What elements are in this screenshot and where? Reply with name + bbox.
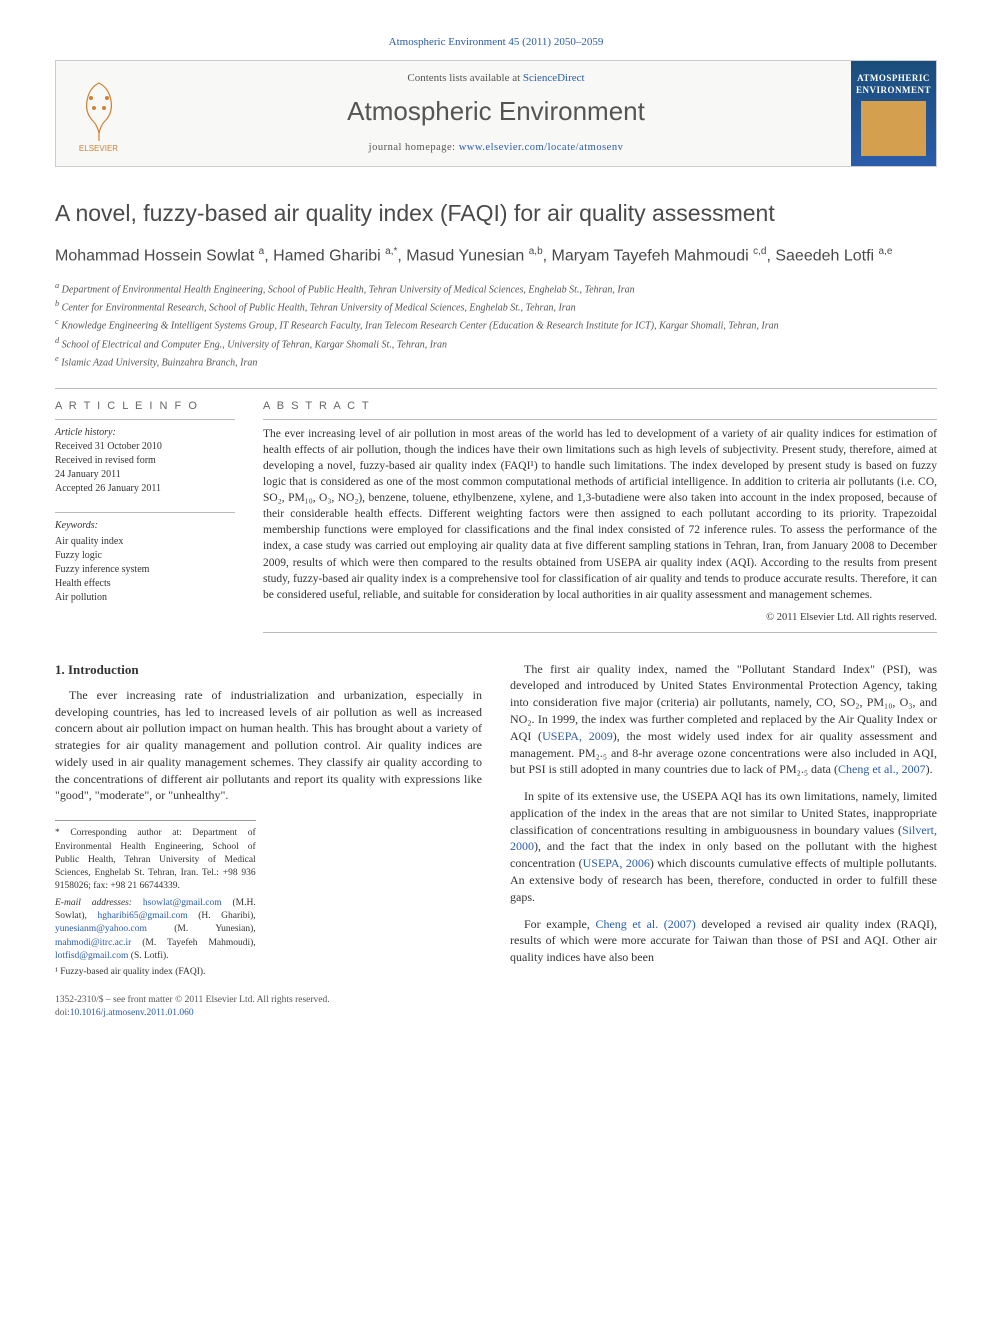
doi-line: doi:10.1016/j.atmosenv.2011.01.060 bbox=[55, 1007, 482, 1020]
p-intro-1: The ever increasing rate of industrializ… bbox=[55, 687, 482, 805]
p-intro-2: The first air quality index, named the "… bbox=[510, 661, 937, 779]
journal-cover: ATMOSPHERIC ENVIRONMENT bbox=[851, 61, 936, 165]
authors: Mohammad Hossein Sowlat a, Hamed Gharibi… bbox=[55, 245, 937, 268]
article-info: A R T I C L E I N F O Article history: R… bbox=[55, 399, 235, 632]
keyword: Air quality index bbox=[55, 535, 235, 549]
abstract-end-rule bbox=[263, 632, 937, 633]
issn-line: 1352-2310/$ – see front matter © 2011 El… bbox=[55, 994, 482, 1007]
journal-title: Atmospheric Environment bbox=[151, 93, 841, 129]
bottom-meta: 1352-2310/$ – see front matter © 2011 El… bbox=[55, 994, 482, 1021]
history-line: Received 31 October 2010 bbox=[55, 440, 235, 454]
email-link[interactable]: lotfisd@gmail.com bbox=[55, 951, 128, 961]
info-abstract-row: A R T I C L E I N F O Article history: R… bbox=[55, 399, 937, 632]
sciencedirect-link[interactable]: ScienceDirect bbox=[523, 72, 585, 84]
affiliation-line: d School of Electrical and Computer Eng.… bbox=[55, 335, 937, 352]
section-number: 1. bbox=[55, 662, 65, 677]
p-intro-3: In spite of its extensive use, the USEPA… bbox=[510, 788, 937, 906]
history-line: Accepted 26 January 2011 bbox=[55, 482, 235, 496]
affiliation-line: e Islamic Azad University, Buinzahra Bra… bbox=[55, 353, 937, 370]
affiliations: a Department of Environmental Health Eng… bbox=[55, 280, 937, 371]
abstract-copyright: © 2011 Elsevier Ltd. All rights reserved… bbox=[263, 611, 937, 626]
keyword: Fuzzy logic bbox=[55, 549, 235, 563]
doi-link[interactable]: 10.1016/j.atmosenv.2011.01.060 bbox=[70, 1008, 194, 1018]
homepage-line: journal homepage: www.elsevier.com/locat… bbox=[151, 141, 841, 156]
p-intro-4: For example, Cheng et al. (2007) develop… bbox=[510, 916, 937, 966]
cite-cheng-2007b[interactable]: Cheng et al. (2007) bbox=[595, 917, 695, 931]
affiliation-line: b Center for Environmental Research, Sch… bbox=[55, 298, 937, 315]
footnotes: * Corresponding author at: Department of… bbox=[55, 820, 256, 979]
cite-usepa-2006[interactable]: USEPA, 2006 bbox=[583, 856, 650, 870]
keywords-lines: Air quality indexFuzzy logicFuzzy infere… bbox=[55, 535, 235, 605]
corresponding-author: * Corresponding author at: Department of… bbox=[55, 827, 256, 893]
history-lines: Received 31 October 2010Received in revi… bbox=[55, 440, 235, 496]
email-link[interactable]: hsowlat@gmail.com bbox=[143, 898, 222, 908]
article-title: A novel, fuzzy-based air quality index (… bbox=[55, 197, 937, 229]
keyword: Air pollution bbox=[55, 591, 235, 605]
journal-header: ELSEVIER Contents lists available at Sci… bbox=[55, 60, 937, 166]
section-heading: 1. Introduction bbox=[55, 661, 482, 679]
top-citation: Atmospheric Environment 45 (2011) 2050–2… bbox=[55, 35, 937, 50]
homepage-link[interactable]: www.elsevier.com/locate/atmosenv bbox=[459, 142, 624, 153]
doi-prefix: doi: bbox=[55, 1008, 70, 1018]
cover-image bbox=[861, 101, 926, 156]
email-link[interactable]: yunesianm@yahoo.com bbox=[55, 924, 147, 934]
header-center: Contents lists available at ScienceDirec… bbox=[141, 61, 851, 165]
keyword: Fuzzy inference system bbox=[55, 563, 235, 577]
affiliation-line: a Department of Environmental Health Eng… bbox=[55, 280, 937, 297]
p4-a: For example, bbox=[524, 917, 595, 931]
publisher-logo: ELSEVIER bbox=[56, 61, 141, 165]
email-list: E-mail addresses: hsowlat@gmail.com (M.H… bbox=[55, 897, 256, 963]
section-title: Introduction bbox=[68, 662, 139, 677]
abstract: A B S T R A C T The ever increasing leve… bbox=[263, 399, 937, 632]
history-line: 24 January 2011 bbox=[55, 468, 235, 482]
cite-usepa-2009[interactable]: USEPA, 2009 bbox=[542, 729, 613, 743]
history-label: Article history: bbox=[55, 426, 235, 440]
body-text: 1. Introduction The ever increasing rate… bbox=[55, 661, 937, 1021]
contents-line: Contents lists available at ScienceDirec… bbox=[151, 71, 841, 86]
history-line: Received in revised form bbox=[55, 454, 235, 468]
abstract-text: The ever increasing level of air polluti… bbox=[263, 426, 937, 603]
cite-cheng-2007[interactable]: Cheng et al., 2007 bbox=[838, 762, 926, 776]
p3-a: In spite of its extensive use, the USEPA… bbox=[510, 789, 937, 837]
publisher-name: ELSEVIER bbox=[79, 143, 118, 154]
affiliation-line: c Knowledge Engineering & Intelligent Sy… bbox=[55, 316, 937, 333]
email-link[interactable]: hgharibi65@gmail.com bbox=[97, 911, 187, 921]
keywords-label: Keywords: bbox=[55, 512, 235, 533]
email-link[interactable]: mahmodi@itrc.ac.ir bbox=[55, 938, 131, 948]
p2-c: ). bbox=[926, 762, 933, 776]
divider bbox=[55, 388, 937, 389]
footnote-1: ¹ Fuzzy-based air quality index (FAQI). bbox=[55, 966, 256, 979]
info-heading: A R T I C L E I N F O bbox=[55, 399, 235, 419]
homepage-prefix: journal homepage: bbox=[369, 142, 459, 153]
keywords-block: Keywords: Air quality indexFuzzy logicFu… bbox=[55, 512, 235, 605]
abstract-heading: A B S T R A C T bbox=[263, 399, 937, 419]
cover-title: ATMOSPHERIC ENVIRONMENT bbox=[855, 72, 932, 97]
keyword: Health effects bbox=[55, 577, 235, 591]
contents-prefix: Contents lists available at bbox=[407, 72, 522, 84]
elsevier-tree-icon bbox=[69, 73, 129, 143]
